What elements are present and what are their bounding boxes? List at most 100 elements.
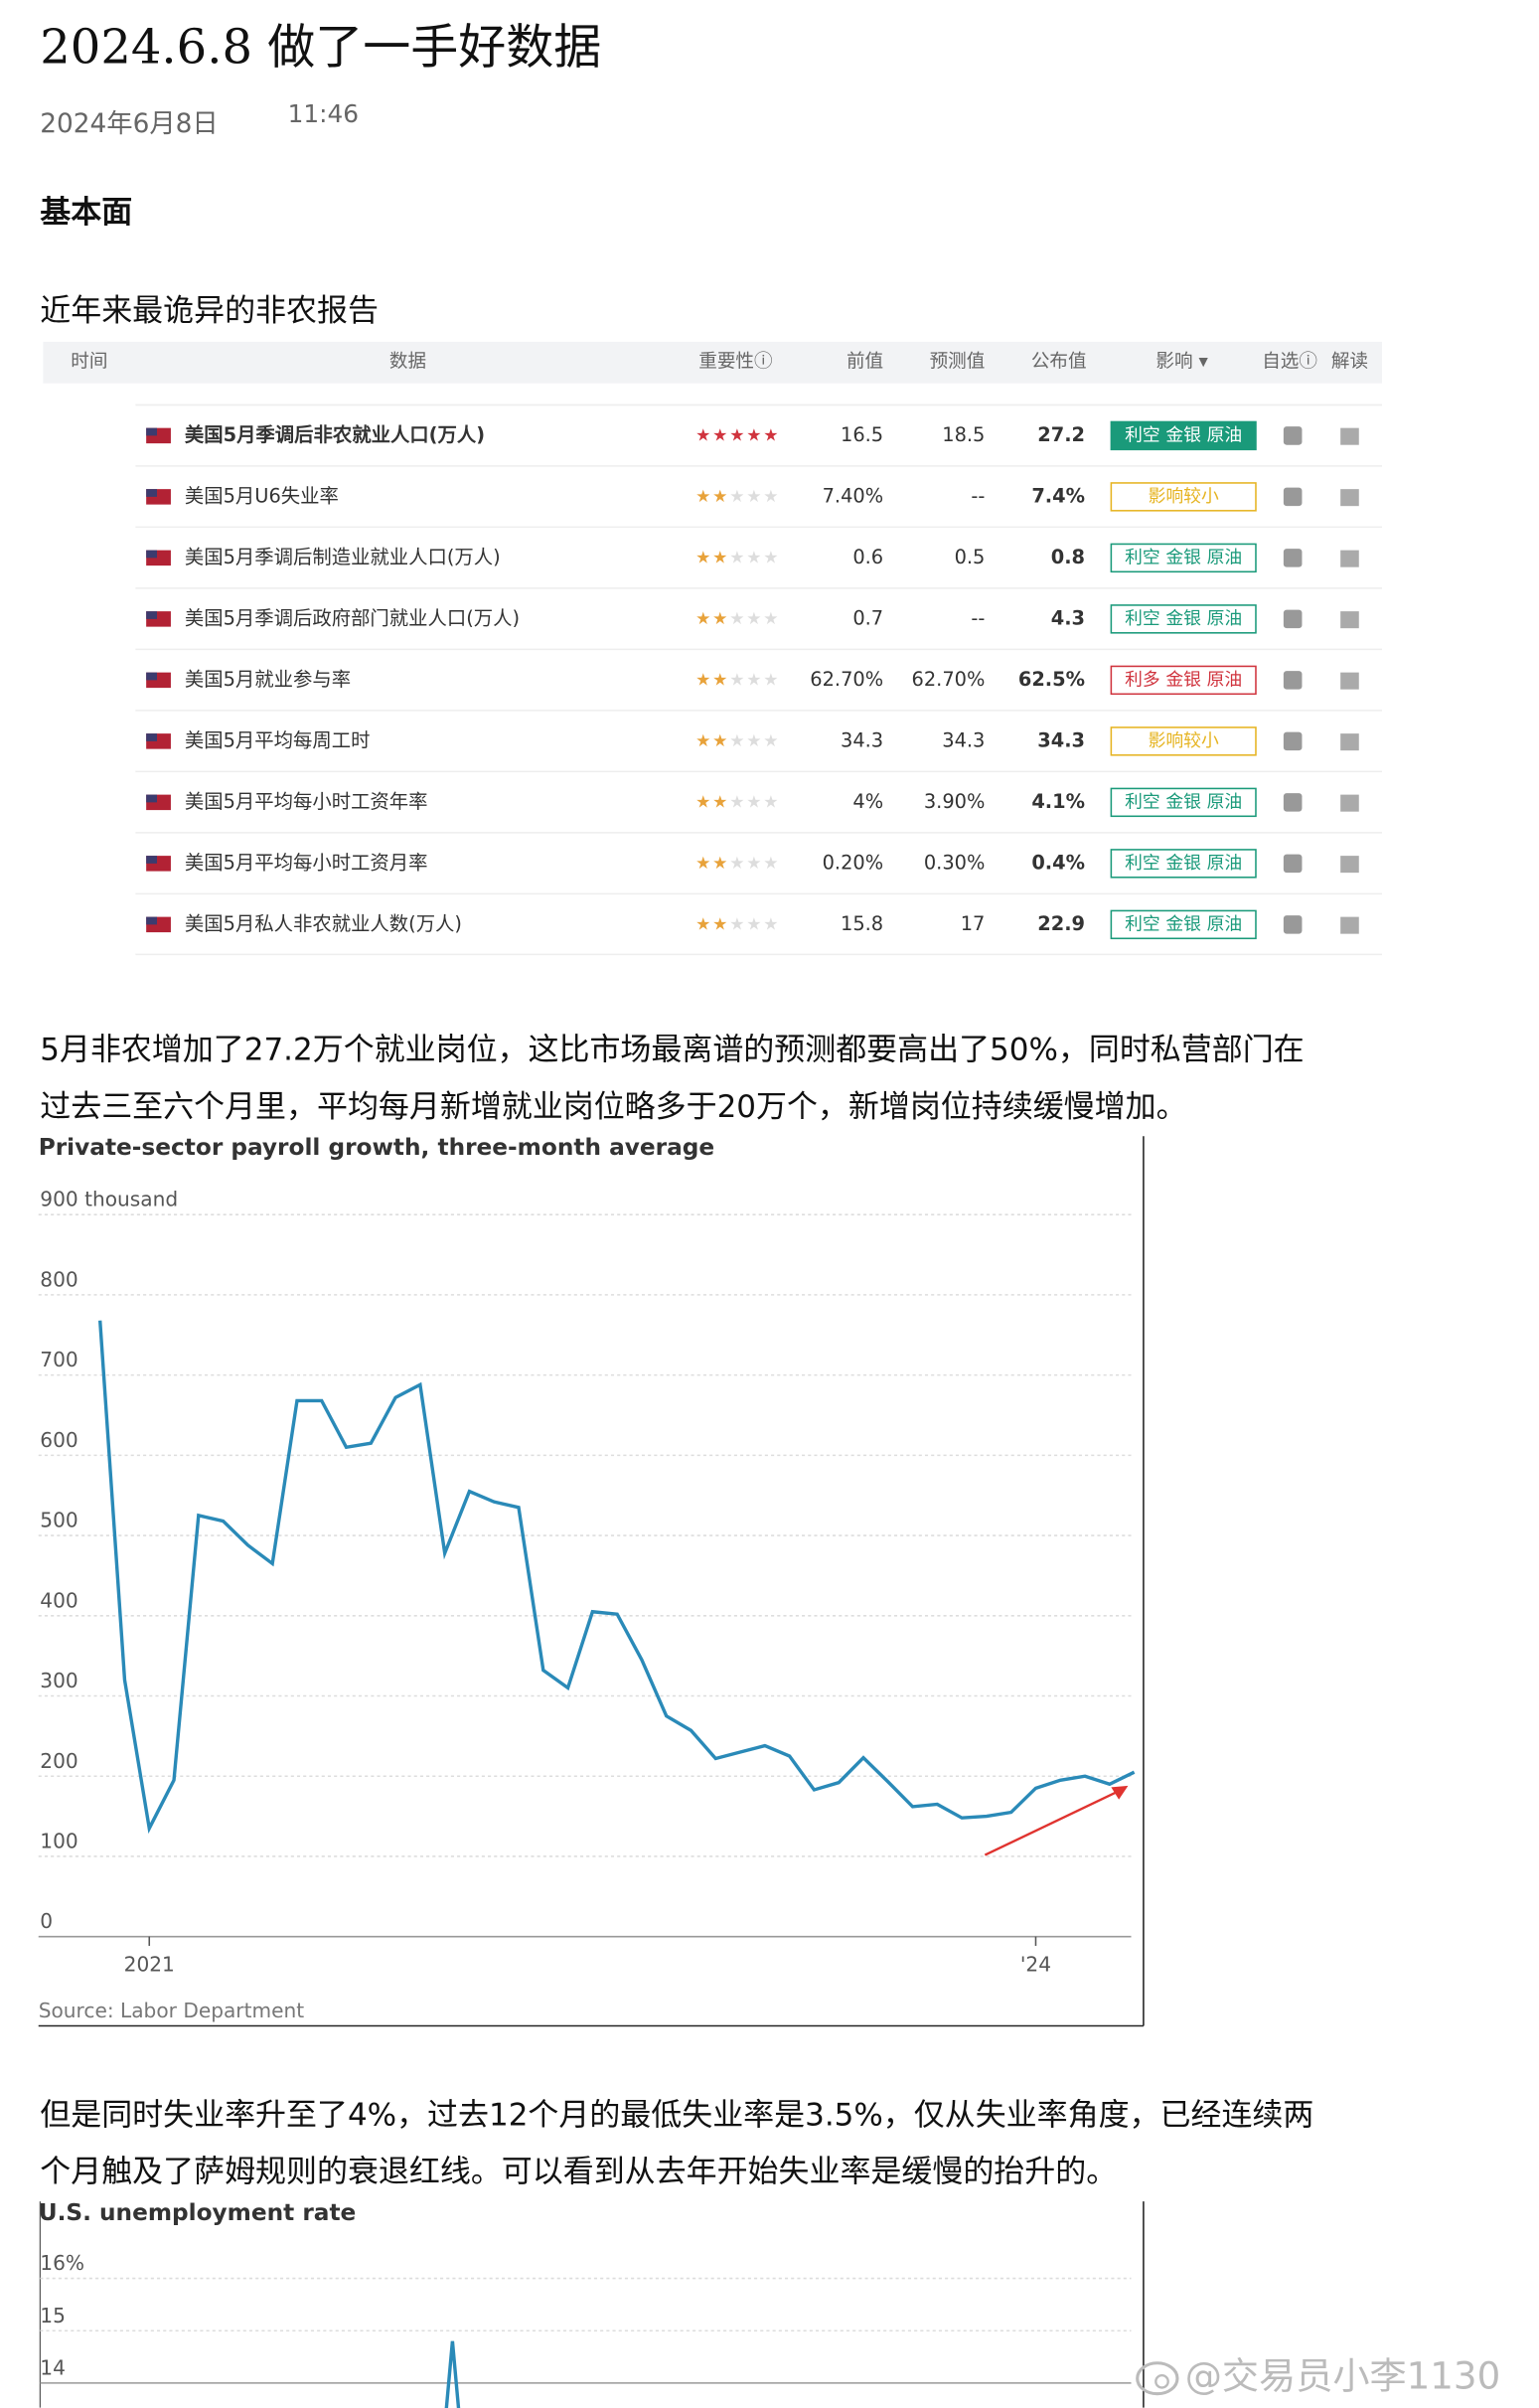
table-header: 前值 bbox=[846, 352, 883, 373]
star: ★ bbox=[695, 670, 710, 690]
chart-button[interactable] bbox=[1340, 733, 1359, 751]
add-button[interactable] bbox=[1283, 731, 1303, 751]
chart-button[interactable] bbox=[1340, 916, 1359, 934]
x-tick-label: 2021 bbox=[124, 1953, 175, 1977]
impact-badge bbox=[1110, 849, 1257, 879]
date: 2024年6月8日 bbox=[40, 109, 219, 139]
chart-button[interactable] bbox=[1340, 427, 1359, 445]
importance-stars: ★ ★ ★ ★ ★ bbox=[695, 487, 778, 507]
data-line bbox=[444, 2340, 461, 2408]
star: ★ bbox=[729, 487, 744, 507]
star: ★ bbox=[729, 914, 744, 934]
table-header: 解读 bbox=[1331, 352, 1368, 373]
add-button[interactable] bbox=[1283, 915, 1303, 934]
time: 11:46 bbox=[288, 99, 359, 128]
star: ★ bbox=[712, 425, 727, 445]
y-tick-label: 800 bbox=[40, 1267, 77, 1291]
importance-stars: ★ ★ ★ ★ ★ bbox=[695, 914, 778, 934]
star: ★ bbox=[695, 548, 710, 567]
star: ★ bbox=[746, 609, 761, 629]
add-button[interactable] bbox=[1283, 549, 1303, 567]
paragraph-line: 过去三至六个月里，平均每月新增就业岗位略多于20万个，新增岗位持续缓慢增加。 bbox=[40, 1089, 1186, 1125]
y-tick-label: 300 bbox=[40, 1669, 77, 1692]
forecast: 34.3 bbox=[942, 728, 985, 751]
star: ★ bbox=[763, 731, 778, 751]
indicator-name: 美国5月私人非农就业人数(万人) bbox=[185, 912, 462, 935]
star: ★ bbox=[695, 425, 710, 445]
impact: 影响较小 bbox=[1149, 486, 1219, 507]
forecast: 17 bbox=[961, 912, 986, 935]
add-button[interactable] bbox=[1283, 671, 1303, 690]
star: ★ bbox=[763, 487, 778, 507]
x-tick-label: '24 bbox=[1020, 1953, 1051, 1977]
table-header: 时间 bbox=[71, 352, 107, 373]
previous: 4% bbox=[852, 790, 883, 813]
flag bbox=[146, 611, 157, 619]
flag bbox=[146, 550, 157, 559]
table-header: 公布值 bbox=[1031, 352, 1087, 373]
star: ★ bbox=[729, 609, 744, 629]
add-button[interactable] bbox=[1283, 426, 1303, 445]
star: ★ bbox=[746, 914, 761, 934]
actual: 27.2 bbox=[1037, 423, 1085, 446]
chart-button[interactable] bbox=[1340, 672, 1359, 690]
star: ★ bbox=[695, 609, 710, 629]
add-button[interactable] bbox=[1283, 609, 1303, 629]
star: ★ bbox=[729, 425, 744, 445]
star: ★ bbox=[746, 792, 761, 812]
y-tick-label: 200 bbox=[40, 1749, 77, 1773]
star: ★ bbox=[695, 854, 710, 874]
indicator-name: 美国5月平均每小时工资月率 bbox=[185, 851, 428, 874]
impact: 利空 金银 原油 bbox=[1125, 791, 1242, 812]
indicator-name: 美国5月季调后政府部门就业人口(万人) bbox=[185, 606, 520, 629]
importance-stars: ★ ★ ★ ★ ★ bbox=[695, 854, 778, 874]
add-button[interactable] bbox=[1283, 487, 1303, 507]
y-tick-label: 14 bbox=[40, 2355, 66, 2379]
previous: 7.40% bbox=[823, 484, 884, 507]
actual: 4.1% bbox=[1031, 790, 1085, 813]
y-tick-label: 700 bbox=[40, 1348, 77, 1371]
chart-title: Private-sector payroll growth, three-mon… bbox=[39, 1134, 714, 1161]
impact-badge bbox=[1110, 909, 1257, 940]
add-button[interactable] bbox=[1283, 793, 1303, 812]
star: ★ bbox=[729, 854, 744, 874]
forecast: -- bbox=[971, 606, 985, 629]
star: ★ bbox=[729, 670, 744, 690]
table-header: 数据 bbox=[389, 352, 426, 373]
star: ★ bbox=[763, 792, 778, 812]
chart-button[interactable] bbox=[1340, 856, 1359, 874]
chart-button[interactable] bbox=[1340, 489, 1359, 507]
impact-badge bbox=[1110, 420, 1257, 451]
paragraph-line: 但是同时失业率升至了4%，过去12个月的最低失业率是3.5%，仅从失业率角度，已… bbox=[40, 2097, 1313, 2133]
star: ★ bbox=[763, 914, 778, 934]
star: ★ bbox=[746, 731, 761, 751]
flag bbox=[146, 427, 157, 436]
previous: 16.5 bbox=[841, 423, 883, 446]
arrow bbox=[984, 1787, 1125, 1856]
add-button[interactable] bbox=[1283, 854, 1303, 874]
chart-button[interactable] bbox=[1340, 794, 1359, 812]
y-tick-label: 600 bbox=[40, 1428, 77, 1452]
flag bbox=[146, 856, 157, 864]
flag bbox=[146, 916, 157, 925]
star: ★ bbox=[729, 792, 744, 812]
star: ★ bbox=[712, 487, 727, 507]
indicator-name: 美国5月平均每周工时 bbox=[185, 728, 371, 751]
importance-stars: ★ ★ ★ ★ ★ bbox=[695, 548, 778, 567]
star: ★ bbox=[729, 731, 744, 751]
star: ★ bbox=[746, 854, 761, 874]
impact-badge bbox=[1110, 665, 1257, 696]
actual: 0.8 bbox=[1051, 546, 1085, 568]
impact: 影响较小 bbox=[1149, 730, 1219, 751]
importance-stars: ★ ★ ★ ★ ★ bbox=[695, 670, 778, 690]
star: ★ bbox=[712, 609, 727, 629]
previous: 34.3 bbox=[841, 728, 883, 751]
chart-button[interactable] bbox=[1340, 611, 1359, 629]
watermark: @交易员小李1130 bbox=[1185, 2354, 1501, 2398]
chart-button[interactable] bbox=[1340, 550, 1359, 567]
chart-title: U.S. unemployment rate bbox=[39, 2199, 357, 2226]
indicator-name: 美国5月U6失业率 bbox=[185, 484, 339, 507]
star: ★ bbox=[763, 670, 778, 690]
y-tick-label: 500 bbox=[40, 1509, 77, 1532]
importance-stars: ★ ★ ★ ★ ★ bbox=[695, 731, 778, 751]
